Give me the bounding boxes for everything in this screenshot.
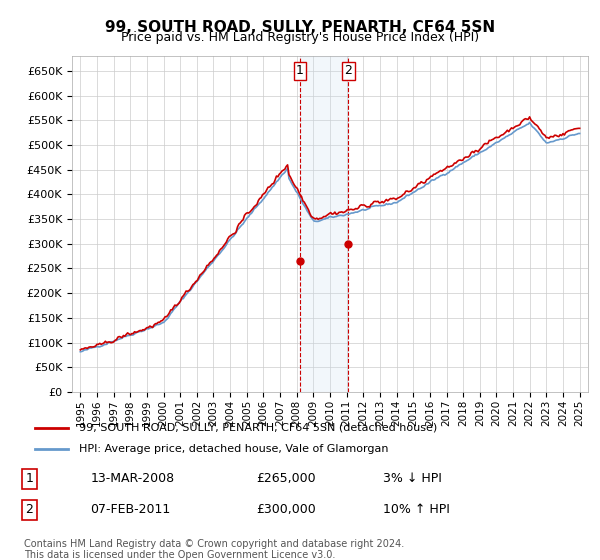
Text: 07-FEB-2011: 07-FEB-2011 xyxy=(90,503,170,516)
Text: 1: 1 xyxy=(26,473,34,486)
Text: Contains HM Land Registry data © Crown copyright and database right 2024.
This d: Contains HM Land Registry data © Crown c… xyxy=(24,539,404,560)
Text: 99, SOUTH ROAD, SULLY, PENARTH, CF64 5SN: 99, SOUTH ROAD, SULLY, PENARTH, CF64 5SN xyxy=(105,20,495,35)
Text: HPI: Average price, detached house, Vale of Glamorgan: HPI: Average price, detached house, Vale… xyxy=(79,444,389,454)
Text: £265,000: £265,000 xyxy=(256,473,316,486)
Text: 2: 2 xyxy=(344,64,352,77)
Bar xyxy=(300,56,349,392)
Text: Price paid vs. HM Land Registry's House Price Index (HPI): Price paid vs. HM Land Registry's House … xyxy=(121,31,479,44)
Text: 3% ↓ HPI: 3% ↓ HPI xyxy=(383,473,442,486)
Text: 1: 1 xyxy=(296,64,304,77)
Text: 2: 2 xyxy=(26,503,34,516)
Text: 13-MAR-2008: 13-MAR-2008 xyxy=(90,473,175,486)
Text: £300,000: £300,000 xyxy=(256,503,316,516)
Text: 99, SOUTH ROAD, SULLY, PENARTH, CF64 5SN (detached house): 99, SOUTH ROAD, SULLY, PENARTH, CF64 5SN… xyxy=(79,423,437,433)
Text: 10% ↑ HPI: 10% ↑ HPI xyxy=(383,503,449,516)
